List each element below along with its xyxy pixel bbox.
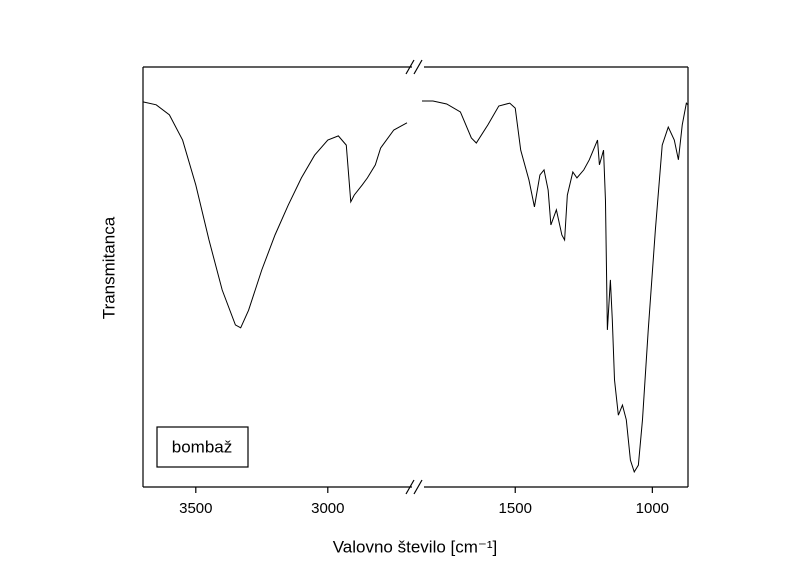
x-tick-label: 3500 [179,500,212,517]
annotation-box [156,426,249,468]
annotation: bombaž [172,437,232,456]
x-tick-label: 3000 [311,500,344,517]
x-tick-label: 1000 [636,500,669,517]
x-tick-label: 1500 [499,500,532,517]
x-axis-label: Valovno število [cm⁻¹] [333,537,498,556]
spectrum-line [422,100,689,474]
spectrum-line [142,101,408,329]
y-axis-label: Transmitanca [99,216,118,319]
axis-break [405,59,423,495]
